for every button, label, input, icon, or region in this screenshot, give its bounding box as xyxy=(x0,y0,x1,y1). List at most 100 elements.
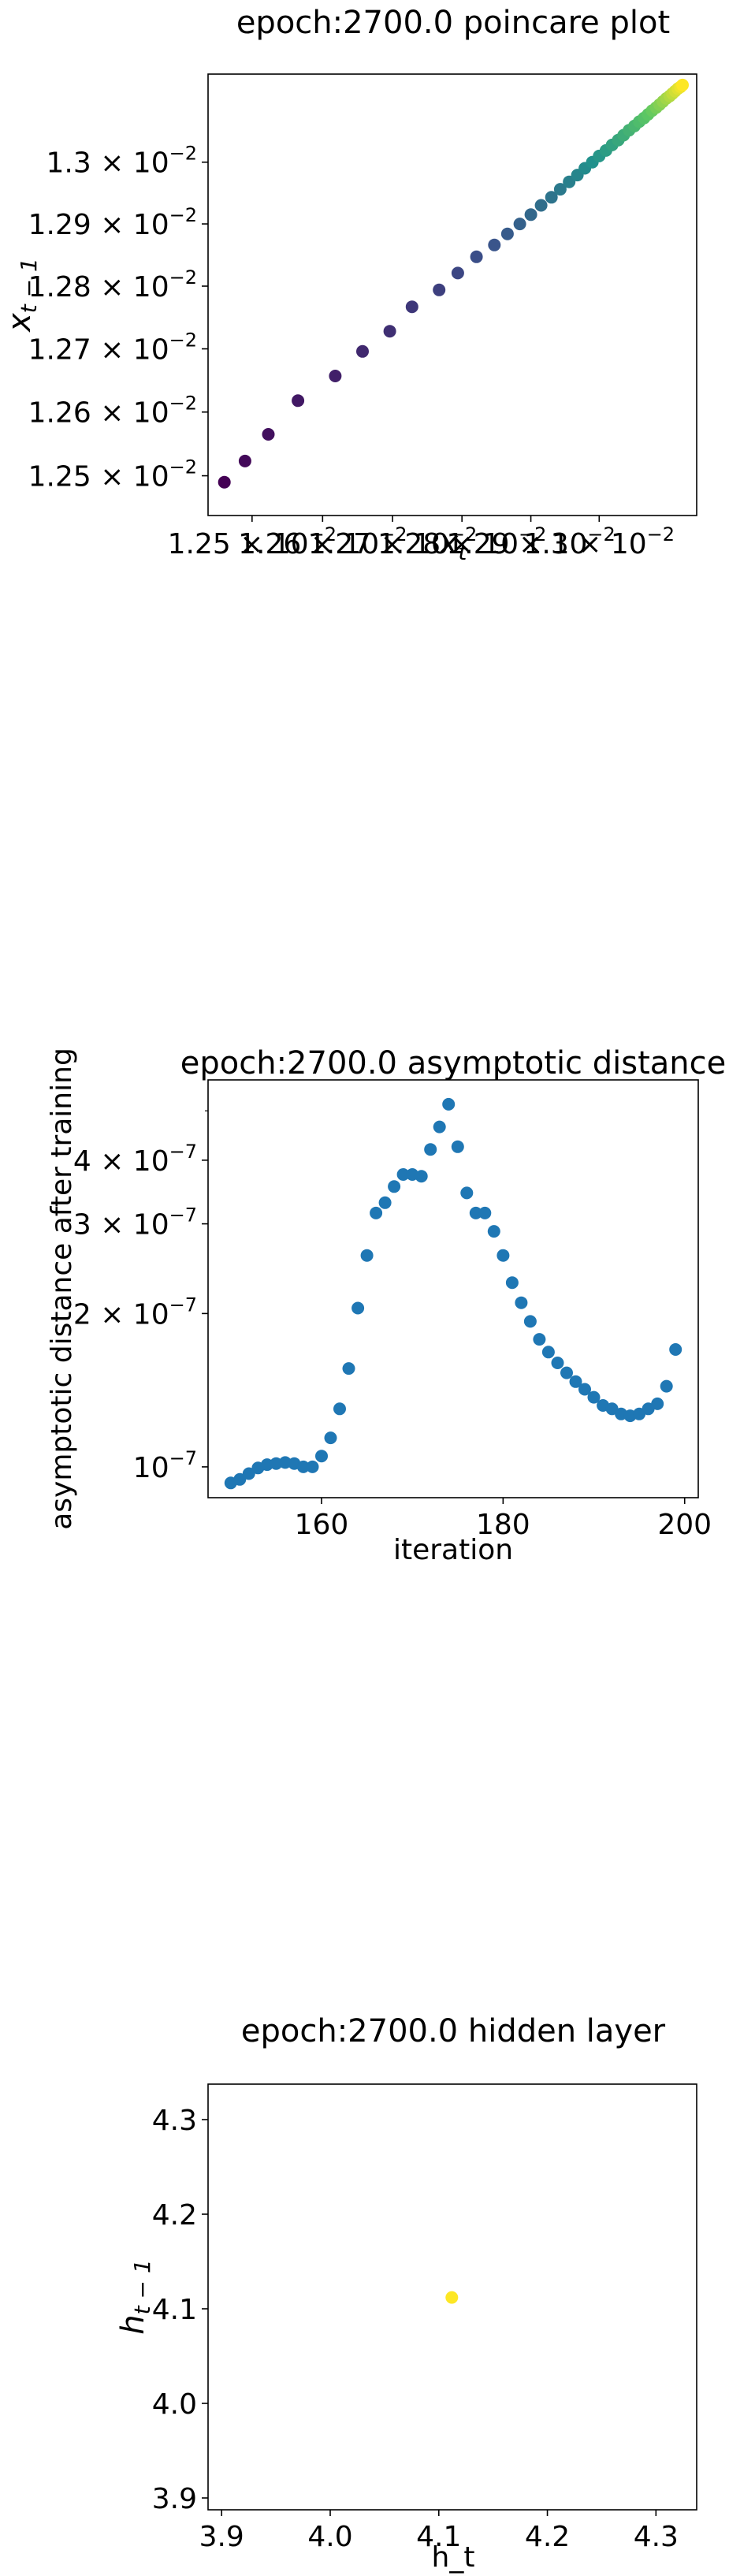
poincare-plot-panel: epoch:2700.0 poincare plot 1.25 × 10−21.… xyxy=(2,5,697,565)
hidden-layer-x-ticks: 3.9 4.0 4.1 4.2 4.3 xyxy=(199,2510,679,2553)
distance-point xyxy=(315,1450,328,1463)
poincare-x-tick-label: 1.27 × 10−2 xyxy=(308,523,477,560)
distance-point xyxy=(487,1225,500,1238)
distance-point xyxy=(333,1402,346,1416)
hidden-x-tick-label: 3.9 xyxy=(199,2521,244,2553)
distance-point xyxy=(415,1170,428,1183)
poincare-point xyxy=(451,266,464,280)
distance-point xyxy=(551,1357,564,1369)
poincare-point xyxy=(524,208,537,221)
distance-point xyxy=(497,1249,510,1262)
hidden-y-tick-label: 4.1 xyxy=(152,2294,197,2326)
poincare-y-tick-label: 1.26 × 10−2 xyxy=(28,393,197,430)
poincare-point xyxy=(383,325,396,338)
distance-point xyxy=(433,1120,446,1134)
hidden-layer-axes-frame xyxy=(207,2083,697,2511)
distance-point xyxy=(569,1375,582,1388)
hidden-layer-panel: epoch:2700.0 hidden layer 3.9 4.0 4.1 4.2 4.… xyxy=(115,2013,697,2574)
poincare-point xyxy=(218,475,231,489)
hidden-layer-title: epoch:2700.0 hidden layer xyxy=(241,2013,666,2049)
distance-point xyxy=(541,1346,555,1359)
distance-point xyxy=(396,1168,410,1181)
poincare-point xyxy=(553,183,567,196)
poincare-plot-x-ticks: 1.25 × 10−21.26 × 10−21.27 × 10−21.28 × … xyxy=(168,516,675,560)
distance-point xyxy=(388,1180,401,1193)
distance-point xyxy=(370,1206,383,1219)
asymptotic-distance-points xyxy=(224,1097,682,1490)
poincare-point xyxy=(500,227,514,240)
distance-point xyxy=(460,1186,474,1200)
poincare-x-tick-label: 1.28 × 10−2 xyxy=(378,523,546,560)
distance-y-tick-label: 2 × 10−7 xyxy=(73,1294,197,1331)
distance-y-tick-label: 4 × 10−7 xyxy=(73,1141,197,1178)
distance-point xyxy=(324,1431,337,1445)
poincare-point xyxy=(545,191,558,204)
poincare-point xyxy=(488,238,501,251)
asymptotic-distance-x-ticks: 160 180 200 xyxy=(295,1498,712,1541)
poincare-point xyxy=(262,428,275,441)
poincare-point xyxy=(676,78,689,91)
asymptotic-distance-y-axis-label: asymptotic distance after training xyxy=(46,1048,78,1530)
distance-point xyxy=(360,1249,374,1262)
hidden-y-tick-label: 4.3 xyxy=(152,2105,197,2137)
distance-point xyxy=(578,1383,591,1396)
distance-point xyxy=(442,1097,456,1111)
hidden-x-tick-label: 4.0 xyxy=(307,2521,352,2553)
poincare-y-tick-label: 1.27 × 10−2 xyxy=(28,329,197,367)
hidden-layer-point xyxy=(445,2291,459,2304)
asymptotic-distance-x-axis-label: iteration xyxy=(393,1534,513,1566)
distance-x-tick-label: 160 xyxy=(295,1509,349,1541)
poincare-point xyxy=(534,199,548,212)
distance-point xyxy=(378,1196,392,1209)
distance-point xyxy=(523,1315,537,1328)
poincare-y-tick-label: 1.25 × 10−2 xyxy=(28,456,197,493)
hidden-x-tick-label: 4.1 xyxy=(416,2521,461,2553)
poincare-plot-axes-frame xyxy=(207,73,697,516)
distance-point xyxy=(242,1467,255,1480)
distance-point xyxy=(651,1397,664,1410)
asymptotic-distance-title: epoch:2700.0 asymptotic distance xyxy=(180,1045,727,1081)
distance-point xyxy=(424,1143,437,1156)
poincare-x-tick-label: 1.3 × 10−2 xyxy=(524,523,675,560)
hidden-y-tick-label: 4.0 xyxy=(152,2388,197,2421)
distance-point xyxy=(505,1276,519,1290)
distance-point xyxy=(669,1343,682,1356)
poincare-x-tick-label: 1.25 × 10−2 xyxy=(168,523,337,560)
distance-x-tick-label: 180 xyxy=(476,1509,530,1541)
hidden-y-tick-label: 3.9 xyxy=(152,2483,197,2515)
asymptotic-distance-axes-frame xyxy=(207,1079,699,1498)
distance-point xyxy=(533,1333,546,1346)
poincare-x-tick-label: 1.26 × 10−2 xyxy=(238,523,407,560)
distance-x-tick-label: 200 xyxy=(657,1509,712,1541)
poincare-point xyxy=(329,370,342,382)
asymptotic-distance-y-ticks: 10−7 2 × 10−7 3 × 10−7 4 × 10−7 xyxy=(73,1110,208,1484)
poincare-point xyxy=(405,300,418,314)
distance-point xyxy=(478,1206,492,1219)
poincare-point xyxy=(433,283,446,296)
distance-point xyxy=(587,1390,601,1404)
distance-point xyxy=(306,1460,319,1473)
distance-y-tick-label: 3 × 10−7 xyxy=(73,1204,197,1241)
poincare-plot-y-ticks: 1.25 × 10−2 1.26 × 10−2 1.27 × 10−2 1.28 × … xyxy=(28,143,208,493)
poincare-x-tick-label: 1.29 × 10−2 xyxy=(446,523,615,560)
hidden-x-tick-label: 4.3 xyxy=(634,2521,679,2553)
distance-point xyxy=(451,1140,464,1153)
distance-point xyxy=(469,1206,482,1219)
poincare-point xyxy=(292,394,305,408)
distance-point xyxy=(342,1362,355,1375)
distance-y-tick-label: 10−7 xyxy=(133,1447,197,1484)
poincare-plot-title: epoch:2700.0 poincare plot xyxy=(236,5,670,41)
poincare-y-tick-label: 1.3 × 10−2 xyxy=(46,143,197,180)
distance-point xyxy=(351,1301,365,1315)
poincare-y-tick-label: 1.29 × 10−2 xyxy=(28,204,197,241)
poincare-point xyxy=(470,250,483,263)
asymptotic-distance-panel: epoch:2700.0 asymptotic distance 160 180 2… xyxy=(46,1045,726,1566)
poincare-point xyxy=(238,454,251,467)
hidden-x-tick-label: 4.2 xyxy=(525,2521,570,2553)
distance-point xyxy=(296,1460,310,1473)
hidden-layer-x-axis-label: h_t xyxy=(432,2541,475,2574)
hidden-layer-y-ticks: 3.9 4.0 4.1 4.2 4.3 xyxy=(152,2105,208,2515)
distance-point xyxy=(515,1296,528,1309)
poincare-y-tick-label: 1.28 × 10−2 xyxy=(28,266,197,303)
